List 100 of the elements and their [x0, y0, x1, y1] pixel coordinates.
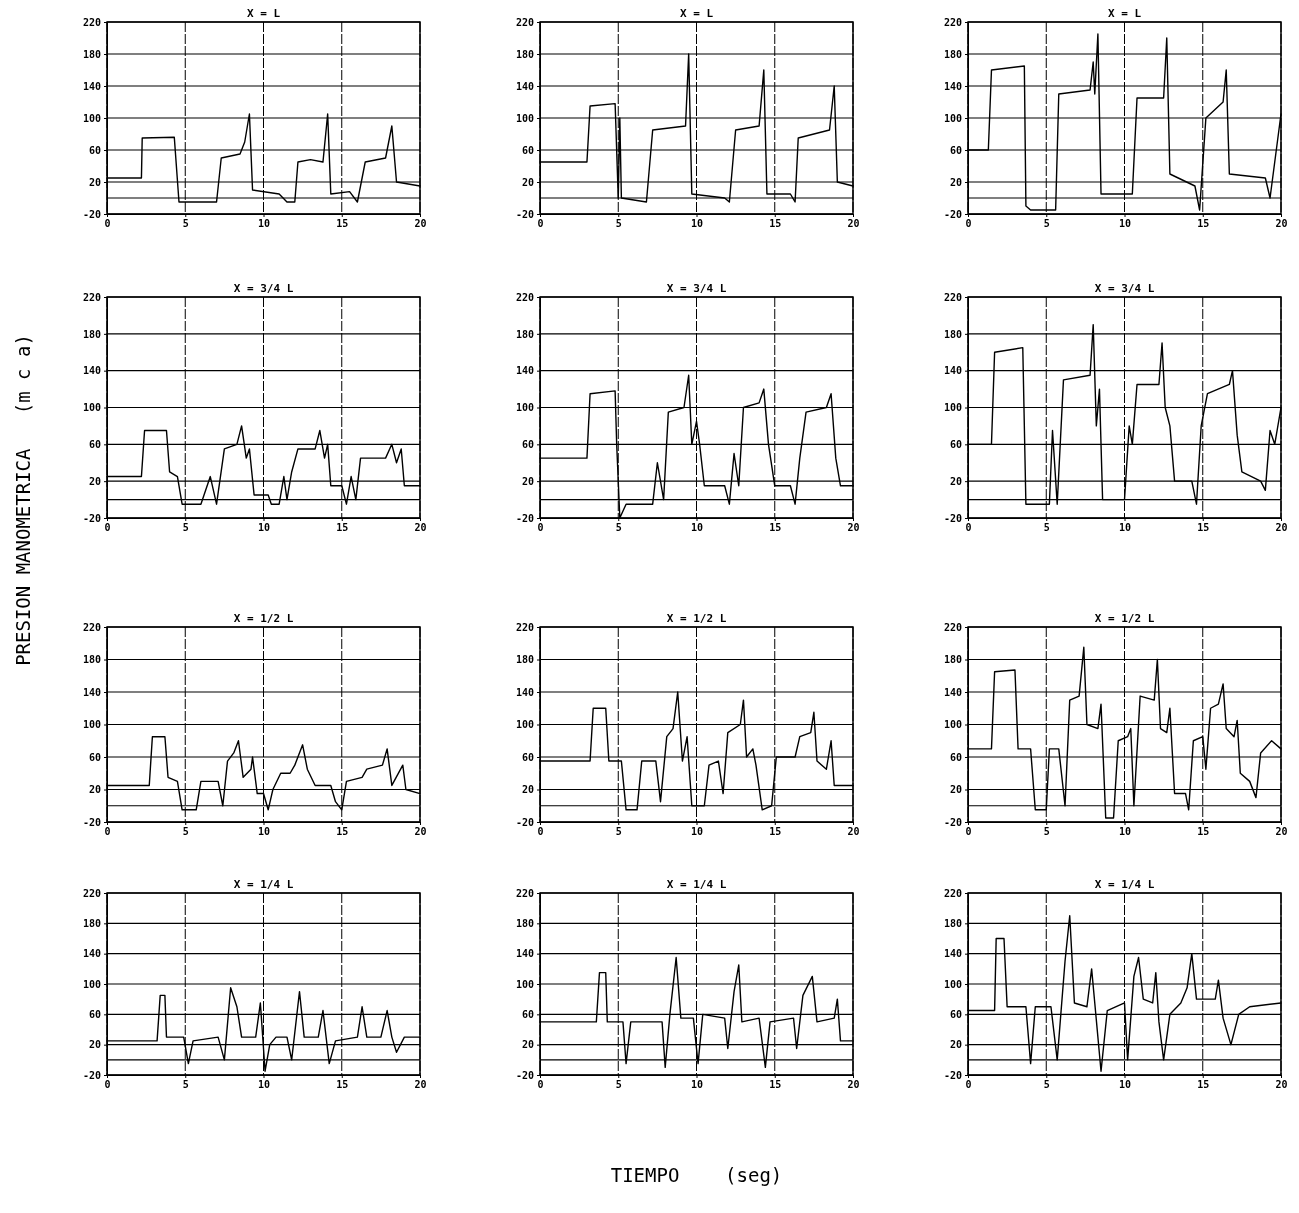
x-tick-label: 15	[1197, 218, 1210, 230]
x-tick-label: 20	[847, 826, 860, 838]
y-tick-label: 180	[82, 918, 101, 930]
x-tick-label: 0	[104, 1079, 111, 1091]
x-tick-label: 15	[336, 522, 349, 534]
x-tick-label: 15	[1197, 1079, 1210, 1091]
x-tick-label: 0	[537, 1079, 544, 1091]
x-tick-label: 5	[615, 1079, 622, 1091]
x-tick-label: 15	[1197, 826, 1210, 838]
y-tick-label: 100	[943, 112, 962, 124]
x-tick-label: 20	[847, 218, 860, 230]
x-tick-label: 20	[414, 826, 427, 838]
chart-title: X = L	[679, 7, 714, 20]
x-tick-label: 20	[1275, 218, 1288, 230]
x-tick-label: 20	[847, 1079, 860, 1091]
y-tick-label: 140	[943, 686, 962, 698]
y-tick-label: -20	[943, 816, 962, 828]
x-tick-label: 0	[965, 218, 972, 230]
x-tick-label: 20	[1275, 522, 1288, 534]
y-tick-label: 180	[515, 48, 534, 60]
y-tick-label: 180	[943, 328, 962, 340]
x-tick-label: 20	[414, 1079, 427, 1091]
x-tick-label: 0	[537, 522, 544, 534]
x-tick-label: 5	[615, 522, 622, 534]
x-tick-label: 0	[104, 522, 111, 534]
chart-title: X = 3/4 L	[666, 282, 727, 295]
y-tick-label: 100	[82, 112, 101, 124]
x-tick-label: 20	[414, 522, 427, 534]
x-tick-label: 5	[1043, 1079, 1050, 1091]
x-tick-label: 5	[615, 218, 622, 230]
y-tick-label: -20	[515, 1069, 534, 1081]
x-tick-label: 5	[1043, 218, 1050, 230]
y-tick-label: 140	[82, 686, 101, 698]
y-tick-label: -20	[515, 512, 534, 524]
y-tick-label: 140	[515, 80, 534, 92]
y-tick-label: -20	[943, 1069, 962, 1081]
y-tick-label: 20	[88, 176, 101, 188]
x-tick-label: 5	[1043, 522, 1050, 534]
y-tick-label: 100	[943, 978, 962, 990]
x-tick-label: 5	[182, 218, 189, 230]
y-tick-label: 140	[515, 948, 534, 960]
y-tick-label: 180	[82, 48, 101, 60]
y-tick-label: 20	[949, 475, 962, 487]
x-tick-label: 10	[1118, 1079, 1132, 1091]
y-tick-label: 220	[515, 621, 534, 633]
y-tick-label: 60	[521, 144, 534, 156]
x-tick-label: 0	[965, 522, 972, 534]
y-tick-label: 180	[943, 48, 962, 60]
chart-title: X = 1/2 L	[1094, 612, 1155, 625]
x-tick-label: 10	[690, 218, 704, 230]
y-tick-label: 180	[943, 654, 962, 666]
y-tick-label: -20	[82, 512, 101, 524]
x-tick-label: 5	[182, 1079, 189, 1091]
chart-title: X = 1/4 L	[1094, 878, 1155, 891]
y-tick-label: 220	[943, 887, 962, 899]
x-tick-label: 10	[690, 522, 704, 534]
x-tick-label: 10	[1118, 522, 1132, 534]
y-tick-label: 60	[521, 751, 534, 763]
x-tick-label: 20	[1275, 1079, 1288, 1091]
x-tick-label: 10	[1118, 218, 1132, 230]
x-tick-label: 20	[414, 218, 427, 230]
y-tick-label: -20	[943, 512, 962, 524]
x-tick-label: 15	[769, 1079, 782, 1091]
y-tick-label: 100	[82, 719, 101, 731]
y-tick-label: 180	[515, 918, 534, 930]
x-tick-label: 5	[182, 522, 189, 534]
y-tick-label: 140	[82, 80, 101, 92]
x-tick-label: 15	[1197, 522, 1210, 534]
chart-title: X = 1/2 L	[666, 612, 727, 625]
y-tick-label: 100	[943, 402, 962, 414]
x-tick-label: 0	[104, 826, 111, 838]
x-axis-title: TIEMPO (seg)	[610, 1164, 783, 1186]
x-tick-label: 10	[257, 218, 271, 230]
x-tick-label: 15	[336, 826, 349, 838]
x-tick-label: 0	[965, 826, 972, 838]
y-tick-label: 180	[82, 654, 101, 666]
x-tick-label: 15	[769, 218, 782, 230]
y-tick-label: 60	[88, 1009, 101, 1021]
y-tick-label: 60	[949, 751, 962, 763]
y-tick-label: 180	[515, 654, 534, 666]
y-tick-label: 140	[943, 80, 962, 92]
y-tick-label: 60	[949, 439, 962, 451]
y-tick-label: 220	[943, 16, 962, 28]
y-tick-label: 60	[88, 439, 101, 451]
y-tick-label: -20	[82, 208, 101, 220]
y-tick-label: 100	[82, 978, 101, 990]
y-tick-label: 20	[521, 176, 534, 188]
chart-title: X = L	[246, 7, 281, 20]
chart-title: X = 1/2 L	[233, 612, 294, 625]
x-tick-label: 15	[769, 522, 782, 534]
x-tick-label: 15	[769, 826, 782, 838]
chart-title: X = 3/4 L	[233, 282, 294, 295]
x-tick-label: 5	[182, 826, 189, 838]
y-tick-label: 20	[88, 784, 101, 796]
y-tick-label: 100	[515, 978, 534, 990]
y-tick-label: 180	[82, 328, 101, 340]
chart-title: X = L	[1107, 7, 1142, 20]
y-tick-label: 20	[949, 1039, 962, 1051]
y-tick-label: 100	[943, 719, 962, 731]
y-tick-label: -20	[82, 816, 101, 828]
